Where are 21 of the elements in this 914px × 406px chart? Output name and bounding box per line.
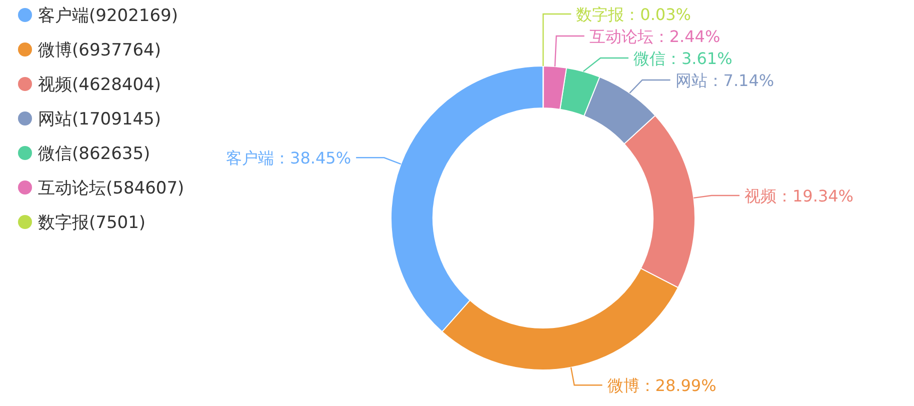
legend-label: 视频 [38,75,72,95]
text: (7501) [89,213,146,233]
category-label: 微博：28.99% [607,376,716,396]
category-label: 视频：19.34% [744,186,854,206]
category-label: 网站：7.14% [675,71,774,90]
text: (6937764) [72,40,161,60]
text: (9202169) [89,6,178,26]
text: (584607) [106,178,184,198]
category-label: 客户端：38.45% [226,148,352,168]
category-label: 互动论坛：2.44% [589,27,720,46]
text: (1709145) [72,110,161,130]
text: (862635) [72,144,150,164]
text: (4628404) [72,75,161,95]
legend-label: 数字报 [38,213,89,233]
legend-label: 网站 [38,110,72,130]
legend-label: 微博 [38,40,72,60]
legend-label: 互动论坛 [38,178,106,198]
category-label: 数字报：0.03% [576,5,691,24]
legend-label: 微信 [38,144,72,164]
category-label: 微信：3.61% [633,49,732,68]
legend-label: 客户端 [38,6,89,26]
